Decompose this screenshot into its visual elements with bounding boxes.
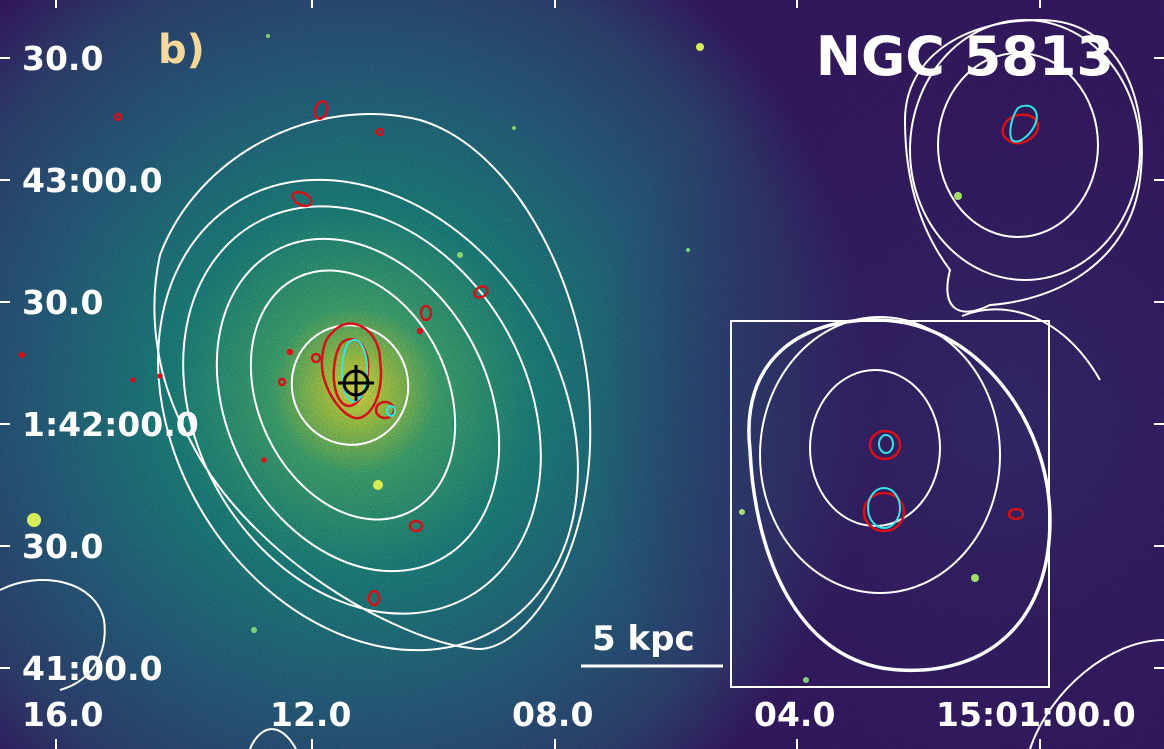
y-tick-label: 30.0 [22, 283, 104, 322]
y-tick-label: 43:00.0 [22, 161, 163, 200]
point-sources [27, 34, 979, 683]
y-tick-label: 30.0 [22, 527, 104, 566]
panel-label: b) [158, 27, 205, 73]
inset-box [730, 320, 1050, 688]
cyan-contours [341, 104, 1038, 529]
y-tick-label: 1:42:00.0 [22, 405, 199, 444]
x-tick-label: 12.0 [270, 695, 352, 734]
y-tick-label: 41:00.0 [22, 649, 163, 688]
x-tick-label: 04.0 [754, 695, 836, 734]
x-tick-label: 08.0 [512, 695, 594, 734]
scale-bar-label: 5 kpc [592, 619, 695, 659]
x-tick-label: 15:01:00.0 [936, 695, 1136, 734]
cross-marker [338, 365, 374, 401]
y-tick-label: 30.0 [22, 39, 104, 78]
white-contours-main [153, 113, 592, 652]
x-tick-label: 16.0 [22, 695, 104, 734]
object-name: NGC 5813 [815, 25, 1114, 88]
